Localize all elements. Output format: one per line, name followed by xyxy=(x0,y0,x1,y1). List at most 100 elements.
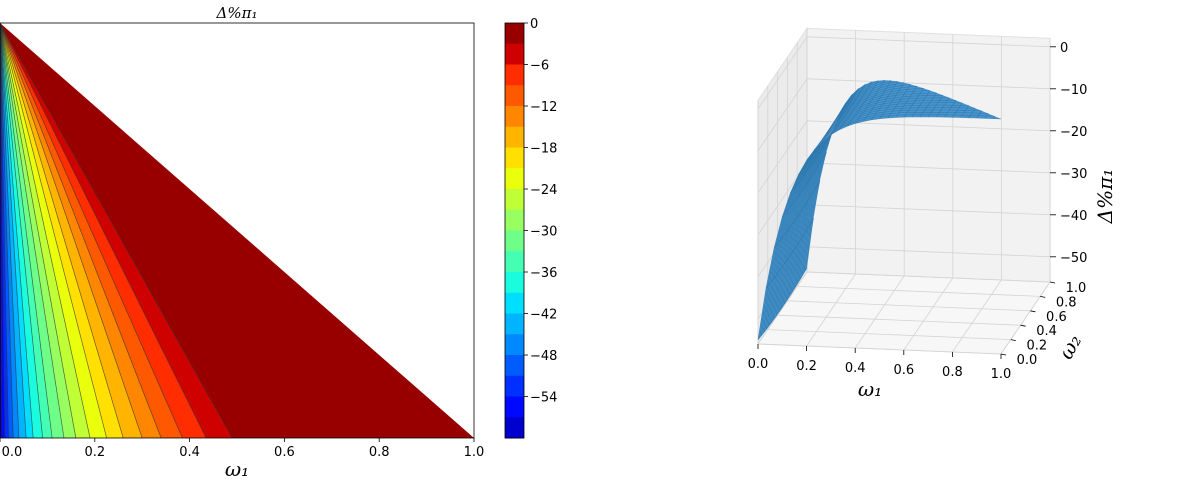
gridline xyxy=(903,277,954,351)
surface-y-tick-mark xyxy=(1020,324,1026,327)
gridline xyxy=(1000,281,1051,355)
contour-x-tick-label: 0.8 xyxy=(369,445,390,460)
gridline xyxy=(806,162,1051,174)
contour-level-line xyxy=(0,22,20,439)
colorbar-tick-label: 0 xyxy=(530,17,538,32)
gridline xyxy=(806,204,1051,216)
contour-title: Δ%π₁ xyxy=(216,4,258,22)
contour-level-line xyxy=(0,22,44,439)
colorbar-tick-label: −6 xyxy=(530,59,549,74)
colorbar-swatch xyxy=(505,189,524,211)
surface-z-tick-label: 0 xyxy=(1060,41,1068,56)
surface-x-tick-label: 0.8 xyxy=(942,365,963,380)
surface-x-tick-label: 1.0 xyxy=(991,367,1012,382)
contour-level-line xyxy=(0,22,207,439)
surface-ticks: 0.0 0.2 0.4 0.6 0.8 1.00.00.20.40.60.81.00−10… xyxy=(748,41,1088,382)
surface-y-tick-mark xyxy=(1010,339,1016,341)
surface-y-tick-label: 1.0 xyxy=(1066,281,1087,296)
surface-mesh xyxy=(758,80,1001,340)
surface-y-tick-label: 0.4 xyxy=(1036,324,1057,339)
contour-level-line xyxy=(0,22,53,439)
gridline xyxy=(757,78,808,152)
contour-x-tick-label: 0.2 xyxy=(84,445,105,460)
gridline xyxy=(787,300,1031,312)
contour-level-line xyxy=(0,22,107,439)
gridline xyxy=(757,36,808,110)
colorbar-tick-label: −54 xyxy=(530,391,557,406)
surface-y-tick-label: 0.0 xyxy=(1017,353,1038,368)
contour-x-tick-label: 0.6 xyxy=(274,445,295,460)
gridline xyxy=(806,78,1051,90)
surface-z-tick-label: −20 xyxy=(1060,125,1087,140)
colorbar-swatch xyxy=(505,272,524,294)
colorbar-tick-label: −36 xyxy=(530,266,557,281)
contour-level-line xyxy=(0,22,65,439)
contour-plot-frame xyxy=(0,22,475,439)
surface-y-tick-mark xyxy=(1000,353,1007,356)
colorbar-swatch xyxy=(505,251,524,273)
colorbar-swatch xyxy=(505,230,524,252)
colorbar-swatch xyxy=(505,334,524,356)
contour-level-line xyxy=(0,22,183,439)
surface-x-tick-label: 0.0 xyxy=(748,357,769,372)
colorbar-swatch xyxy=(505,43,524,65)
colorbar-tick-label: −42 xyxy=(530,308,557,323)
surface-z-tick-label: −50 xyxy=(1060,251,1087,266)
surface-x-tick-label: 0.2 xyxy=(796,359,817,374)
surface-y-axis-label: ω₂ xyxy=(1054,330,1087,363)
contour-level-line xyxy=(0,22,124,439)
contour-level-line xyxy=(0,22,6,439)
contour-level-line xyxy=(0,22,91,439)
surface-wireframe xyxy=(757,79,1002,340)
colorbar-tick-label: −48 xyxy=(530,349,557,364)
colorbar-swatch xyxy=(505,106,524,128)
colorbar-swatch xyxy=(505,375,524,397)
contour-level-line xyxy=(0,22,77,439)
contour-level-line xyxy=(0,22,9,439)
contour-x-tick-label: 0.4 xyxy=(179,445,200,460)
gridline xyxy=(757,343,1002,355)
colorbar-swatch xyxy=(505,292,524,314)
gridline xyxy=(806,36,1051,48)
surface-x-tick-label: 0.6 xyxy=(893,363,914,378)
surface-z-tick-label: −40 xyxy=(1060,209,1087,224)
colorbar: 0 −6 −12 −18 −24 −30 −36 −42 −48 −54 xyxy=(504,17,557,439)
surface-y-tick-label: 0.8 xyxy=(1056,295,1077,310)
contour-x-tick-label: 1.0 xyxy=(464,445,485,460)
gridline xyxy=(952,279,1002,353)
colorbar-swatch xyxy=(505,85,524,107)
colorbar-swatch xyxy=(505,147,524,169)
colorbar-swatch xyxy=(505,168,524,190)
floor-pane xyxy=(757,271,1051,355)
surface-y-tick-mark xyxy=(1030,310,1036,313)
colorbar-tick-label: −30 xyxy=(530,225,557,240)
colorbar-swatch xyxy=(505,126,524,148)
colorbar-tick-label: −18 xyxy=(530,142,557,157)
colorbar-tick-label: −12 xyxy=(530,100,557,115)
colorbar-swatch xyxy=(505,396,524,418)
colorbar-swatch xyxy=(505,209,524,231)
contour-chart: Δ%π₁ 0.0 0.2 0.4 0.6 0.8 1.0 ω₁ 0 −6 −12 −18 −24 −… xyxy=(0,4,557,481)
colorbar-tick-label: −24 xyxy=(530,183,557,198)
gridline xyxy=(854,275,905,349)
surface-chart: 0.0 0.2 0.4 0.6 0.8 1.00.00.20.40.60.81.00−10… xyxy=(748,26,1117,401)
gridline xyxy=(806,271,1051,283)
surface-mesh-lines-cross xyxy=(757,79,1002,340)
surface-z-tick-label: −10 xyxy=(1060,83,1087,98)
gridline xyxy=(777,314,1021,326)
contour-level-line xyxy=(0,22,233,439)
gridline xyxy=(767,329,1011,340)
gridline xyxy=(806,246,1051,258)
contour-level-line xyxy=(0,22,14,439)
gridline xyxy=(757,271,808,345)
colorbar-swatch xyxy=(505,313,524,335)
contour-level-line xyxy=(0,22,162,439)
surface-y-tick-mark xyxy=(1040,296,1046,298)
back-pane xyxy=(806,27,1051,283)
colorbar-swatch xyxy=(505,355,524,377)
colorbar-swatch xyxy=(505,417,524,439)
surface-z-tick-label: −30 xyxy=(1060,167,1087,182)
axis-gridlines xyxy=(757,28,1051,355)
gridline xyxy=(757,120,808,194)
